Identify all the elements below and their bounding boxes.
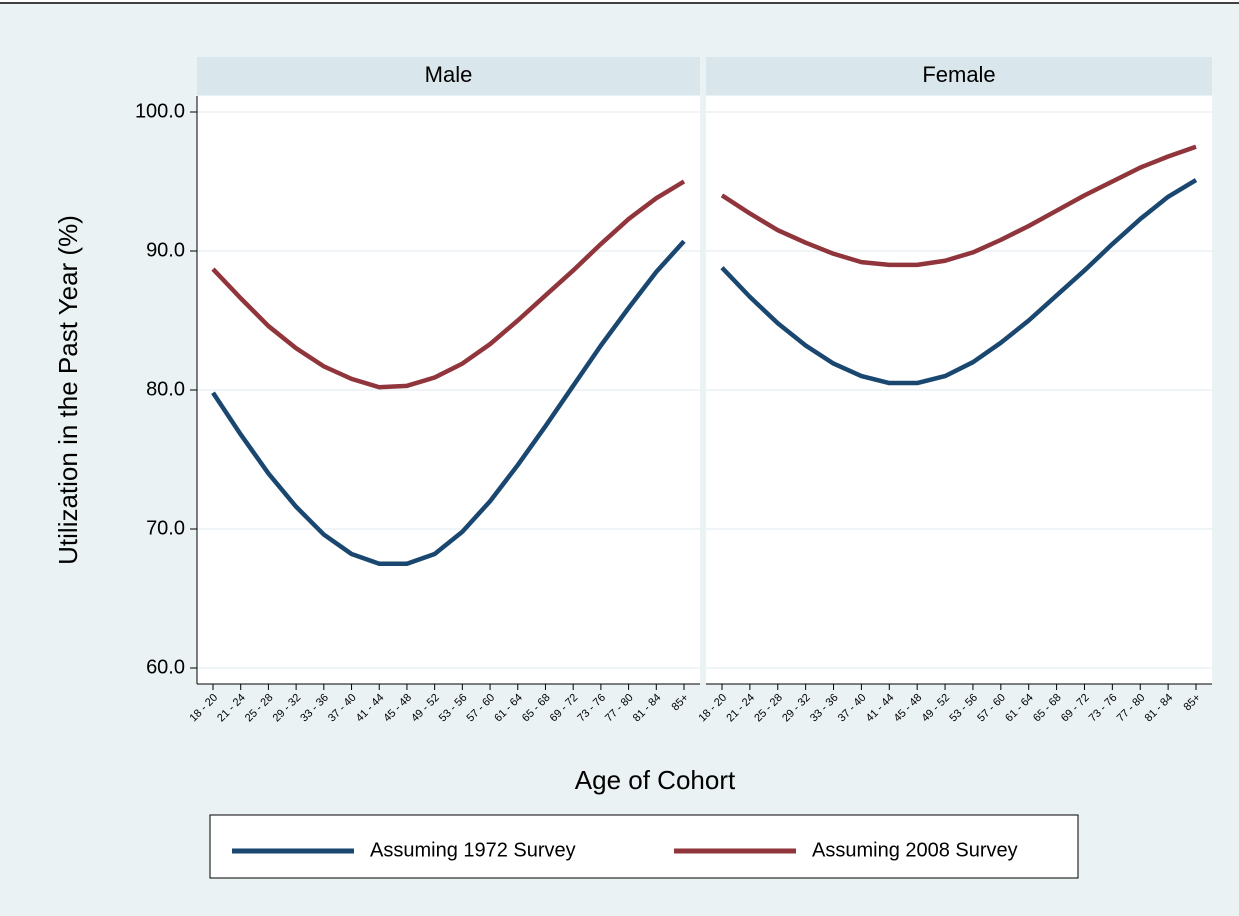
y-tick-label: 60.0 [146,656,185,678]
panel-header [197,57,700,95]
y-tick-label: 100.0 [135,100,185,122]
y-tick-label: 70.0 [146,517,185,539]
line-series [211,239,686,566]
legend-label: Assuming 1972 Survey [370,839,576,861]
line-series [211,179,686,390]
line-series [720,144,1197,268]
y-tick-label: 90.0 [146,239,185,261]
y-tick-label: 80.0 [146,378,185,400]
legend-box [209,814,1079,879]
panel-title: Male [425,62,473,87]
panel-title: Female [922,62,995,87]
x-axis-label: Age of Cohort [575,765,736,795]
legend-label: Assuming 2008 Survey [812,839,1018,861]
line-series [720,178,1198,386]
y-axis-label: Utilization in the Past Year (%) [53,215,83,565]
panel-header [706,57,1212,95]
